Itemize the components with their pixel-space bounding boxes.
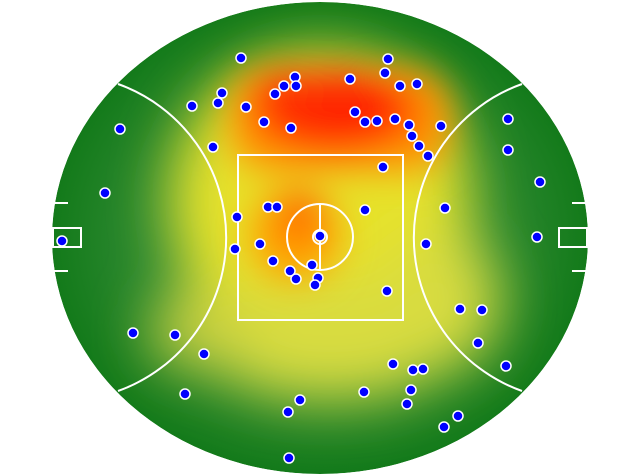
point [472,337,484,349]
point [420,238,432,250]
point [422,150,434,162]
point [285,122,297,134]
point [56,235,68,247]
point [358,386,370,398]
point [216,87,228,99]
point [283,452,295,464]
point [229,243,241,255]
point [379,67,391,79]
point [186,100,198,112]
point [198,348,210,360]
point [314,230,326,242]
point [282,406,294,418]
point [294,394,306,406]
point [278,80,290,92]
point [407,364,419,376]
point [127,327,139,339]
point [411,78,423,90]
point [382,53,394,65]
point [179,388,191,400]
point [417,363,429,375]
point [401,398,413,410]
point [169,329,181,341]
point [309,279,321,291]
point [389,113,401,125]
point [405,384,417,396]
point [502,144,514,156]
point [258,116,270,128]
point [212,97,224,109]
point [349,106,361,118]
point [500,360,512,372]
point [359,204,371,216]
point [290,80,302,92]
point [403,119,415,131]
point [290,273,302,285]
point [454,303,466,315]
point [439,202,451,214]
point [381,285,393,297]
point [240,101,252,113]
point [254,238,266,250]
field-lines [52,83,588,392]
point [306,259,318,271]
point [231,211,243,223]
point [413,140,425,152]
point [371,115,383,127]
point [377,161,389,173]
point [344,73,356,85]
point [99,187,111,199]
point [502,113,514,125]
point [406,130,418,142]
point [114,123,126,135]
point [476,304,488,316]
point [267,255,279,267]
point [435,120,447,132]
point [394,80,406,92]
point [359,116,371,128]
point [207,141,219,153]
point [235,52,247,64]
point [387,358,399,370]
point [534,176,546,188]
point [438,421,450,433]
point [452,410,464,422]
point [284,265,296,277]
point [531,231,543,243]
point [269,88,281,100]
point [271,201,283,213]
